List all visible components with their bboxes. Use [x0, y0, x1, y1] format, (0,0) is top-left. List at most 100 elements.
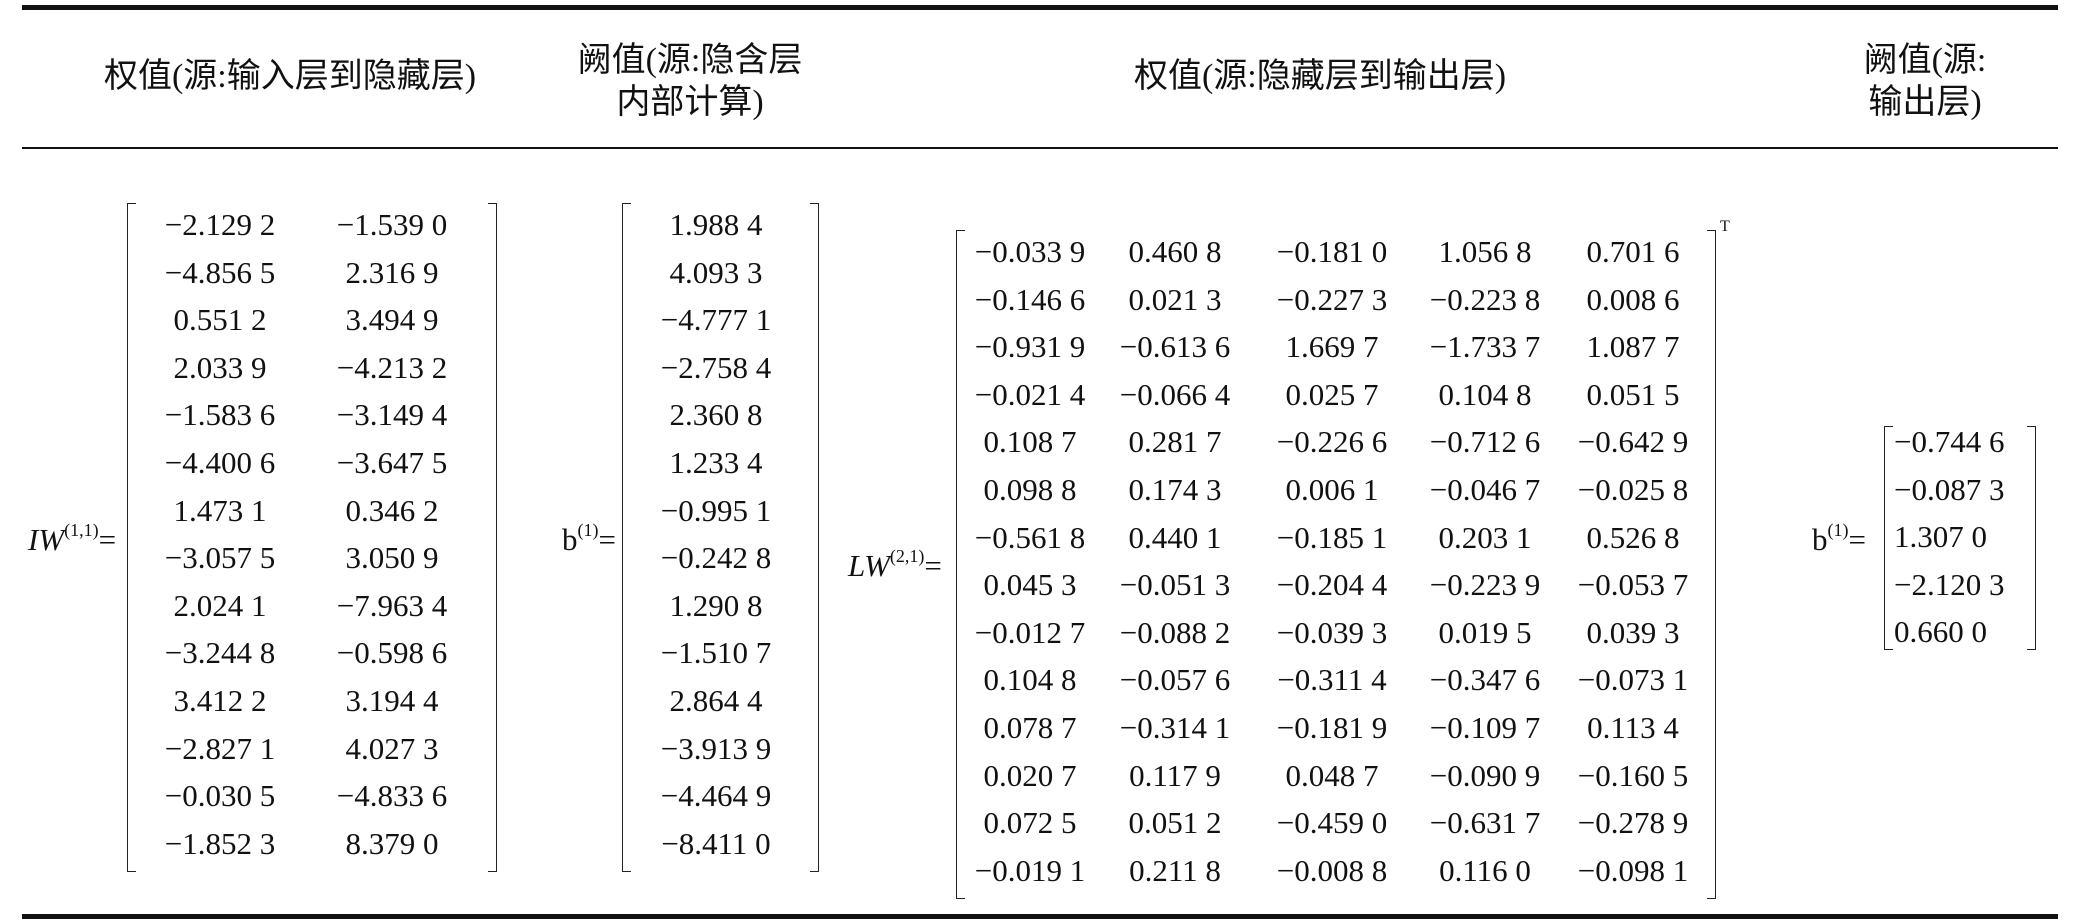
iw-cell: −2.129 2	[164, 207, 276, 242]
lw-cell: −0.090 9	[1429, 757, 1541, 793]
b1-cell: −4.464 9	[660, 778, 772, 814]
header-rule	[22, 147, 2058, 149]
iw-cell: −4.833 6	[336, 778, 448, 814]
lw-cell: −0.459 0	[1276, 805, 1388, 841]
lw-cell: −0.613 6	[1119, 329, 1231, 365]
lw-cell: −0.561 8	[974, 519, 1086, 555]
lw-cell: −0.204 4	[1276, 567, 1388, 603]
lw-cell: −0.227 3	[1276, 281, 1388, 317]
lw-cell: 1.087 7	[1586, 329, 1680, 365]
lw-cell: −0.046 7	[1429, 472, 1541, 507]
b1-cell: 4.093 3	[669, 254, 763, 290]
lw-cell: −0.088 2	[1119, 614, 1231, 650]
lw-cell: −0.025 8	[1577, 472, 1689, 507]
lw-cell: −1.733 7	[1429, 329, 1541, 365]
iw-cell: 8.379 0	[345, 825, 439, 861]
lw-cell: −0.223 9	[1429, 567, 1541, 603]
lw-label: LW(2,1)=	[848, 546, 942, 584]
lw-cell: −0.712 6	[1429, 424, 1541, 460]
lw-cell: 0.104 8	[983, 662, 1077, 698]
lw-cell: −0.642 9	[1577, 424, 1689, 460]
b2-cell: −0.744 6	[1894, 424, 2005, 459]
lw-cell: −0.160 5	[1577, 757, 1689, 793]
lw-cell: 0.108 7	[983, 424, 1077, 460]
b1-label-equals: =	[598, 522, 616, 557]
iw-cell: 0.346 2	[345, 492, 439, 528]
lw-label-base: LW	[848, 548, 890, 583]
b1-cell: 2.864 4	[669, 683, 763, 718]
lw-cell: 0.072 5	[983, 805, 1077, 841]
lw-cell: 0.117 9	[1129, 757, 1221, 793]
iw-cell: −3.647 5	[336, 445, 448, 480]
b2-label: b(1)=	[1812, 520, 1866, 558]
lw-cell: 0.021 3	[1128, 281, 1222, 317]
lw-cell: 0.078 7	[983, 710, 1077, 745]
lw-cell: −0.146 6	[974, 281, 1086, 317]
b2-label-equals: =	[1848, 522, 1866, 557]
lw-cell: −0.008 8	[1276, 852, 1388, 888]
lw-cell: 0.020 7	[983, 757, 1077, 793]
lw-cell: 0.104 8	[1438, 376, 1532, 412]
iw-cell: −3.244 8	[164, 635, 276, 671]
iw-cell: 2.033 9	[173, 349, 267, 385]
lw-cell: −0.019 1	[974, 852, 1086, 888]
lw-cell: −0.311 4	[1277, 662, 1387, 698]
bottom-rule	[22, 914, 2058, 919]
lw-cell: 0.051 2	[1128, 805, 1222, 841]
header-hidden-output-weights: 权值(源:隐藏层到输出层)	[1133, 58, 1507, 95]
lw-cell: −0.226 6	[1276, 424, 1388, 460]
iw-cell: 4.027 3	[345, 730, 439, 766]
header-output-threshold-line2: 输出层)	[1868, 84, 1982, 121]
b1-cell: 1.988 4	[669, 207, 763, 242]
lw-cell: −0.051 3	[1119, 567, 1231, 603]
lw-cell: 0.174 3	[1128, 472, 1222, 507]
lw-cell: −0.033 9	[974, 234, 1086, 269]
lw-cell: −0.278 9	[1577, 805, 1689, 841]
iw-cell: −3.057 5	[164, 540, 276, 576]
lw-cell: 0.203 1	[1438, 519, 1532, 555]
lw-cell: −0.039 3	[1276, 614, 1388, 650]
iw-cell: −7.963 4	[336, 587, 448, 623]
iw-cell: 3.194 4	[345, 683, 439, 718]
iw-cell: 1.473 1	[173, 492, 267, 528]
lw-cell: 1.669 7	[1285, 329, 1379, 365]
b1-cell: 1.233 4	[669, 445, 763, 480]
header-output-threshold-line1: 阙值(源:	[1863, 42, 1987, 79]
lw-cell: 0.281 7	[1128, 424, 1222, 460]
lw-cell: 0.526 8	[1586, 519, 1680, 555]
b1-cell: 2.360 8	[669, 397, 763, 433]
b2-label-sup: (1)	[1827, 520, 1849, 540]
lw-cell: −0.631 7	[1429, 805, 1541, 841]
lw-cell: −0.347 6	[1429, 662, 1541, 698]
iw-cell: −1.852 3	[164, 825, 276, 861]
lw-cell: 0.116 0	[1439, 852, 1531, 888]
lw-cell: 0.113 4	[1587, 710, 1679, 745]
lw-cell: −0.012 7	[974, 614, 1086, 650]
b1-cell: −4.777 1	[660, 302, 772, 338]
lw-cell: −0.098 1	[1577, 852, 1689, 888]
lw-cell: 0.048 7	[1285, 757, 1379, 793]
b1-cell: −8.411 0	[661, 825, 771, 861]
iw-cell: −4.400 6	[164, 445, 276, 480]
lw-label-sup: (2,1)	[889, 546, 925, 566]
lw-cell: −0.057 6	[1119, 662, 1231, 698]
iw-cell: 3.412 2	[173, 683, 267, 718]
iw-cell: 2.316 9	[345, 254, 439, 290]
lw-cell: 0.211 8	[1129, 852, 1221, 888]
lw-cell: −0.073 1	[1577, 662, 1689, 698]
b2-cell: 0.660 0	[1894, 614, 1987, 650]
iw-cell: −1.539 0	[336, 207, 448, 242]
b1-label-base: b	[562, 522, 578, 557]
header-hidden-threshold-line1: 阙值(源:隐含层	[577, 42, 803, 79]
lw-cell: −0.181 0	[1276, 234, 1388, 269]
b1-cell: 1.290 8	[669, 587, 763, 623]
lw-cell: −0.109 7	[1429, 710, 1541, 745]
iw-cell: −4.213 2	[336, 349, 448, 385]
b2-cell: −0.087 3	[1894, 471, 2005, 507]
header-output-threshold: 阙值(源: 输出层)	[1840, 40, 2010, 124]
lw-matrix-bracket	[956, 230, 1716, 899]
iw-matrix-bracket	[127, 203, 497, 872]
iw-cell: −4.856 5	[164, 254, 276, 290]
b2-cell: 1.307 0	[1894, 519, 1987, 555]
lw-cell: −0.181 9	[1276, 710, 1388, 745]
